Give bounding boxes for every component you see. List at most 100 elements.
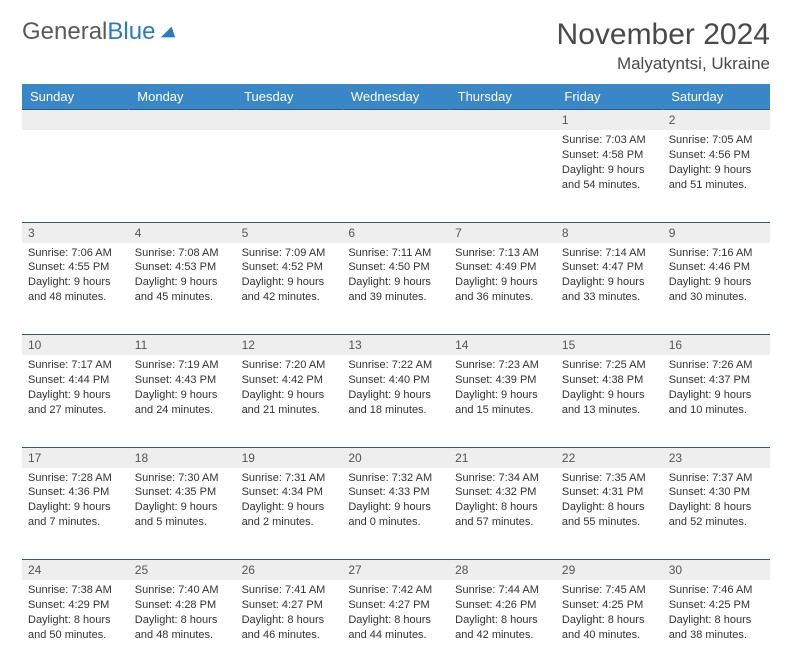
day-info-cell: Sunrise: 7:30 AMSunset: 4:35 PMDaylight:…	[129, 468, 236, 560]
info-row: Sunrise: 7:03 AMSunset: 4:58 PMDaylight:…	[22, 130, 770, 222]
day-d1: Daylight: 9 hours	[348, 388, 443, 403]
day-d2: and 54 minutes.	[562, 178, 657, 193]
day-info-cell	[22, 130, 129, 222]
day-sr: Sunrise: 7:22 AM	[348, 358, 443, 373]
weekday-header: Wednesday	[342, 84, 449, 110]
day-d1: Daylight: 9 hours	[455, 275, 550, 290]
day-number-cell: 1	[556, 110, 663, 131]
day-ss: Sunset: 4:50 PM	[348, 260, 443, 275]
day-ss: Sunset: 4:47 PM	[562, 260, 657, 275]
day-number-cell: 29	[556, 560, 663, 581]
day-d1: Daylight: 9 hours	[669, 388, 764, 403]
day-sr: Sunrise: 7:26 AM	[669, 358, 764, 373]
day-sr: Sunrise: 7:19 AM	[135, 358, 230, 373]
day-d2: and 36 minutes.	[455, 290, 550, 305]
day-info-cell: Sunrise: 7:19 AMSunset: 4:43 PMDaylight:…	[129, 355, 236, 447]
day-d2: and 13 minutes.	[562, 403, 657, 418]
day-info-cell	[129, 130, 236, 222]
day-info-cell: Sunrise: 7:08 AMSunset: 4:53 PMDaylight:…	[129, 243, 236, 335]
day-number-cell: 21	[449, 447, 556, 468]
day-number-cell: 13	[342, 335, 449, 356]
day-ss: Sunset: 4:35 PM	[135, 485, 230, 500]
day-number-cell: 8	[556, 222, 663, 243]
day-info-cell: Sunrise: 7:14 AMSunset: 4:47 PMDaylight:…	[556, 243, 663, 335]
day-sr: Sunrise: 7:25 AM	[562, 358, 657, 373]
day-d1: Daylight: 9 hours	[242, 275, 337, 290]
day-d2: and 0 minutes.	[348, 515, 443, 530]
day-info-cell	[342, 130, 449, 222]
day-d1: Daylight: 9 hours	[242, 500, 337, 515]
day-ss: Sunset: 4:25 PM	[562, 598, 657, 613]
day-d1: Daylight: 9 hours	[28, 500, 123, 515]
day-info-cell: Sunrise: 7:26 AMSunset: 4:37 PMDaylight:…	[663, 355, 770, 447]
day-d2: and 50 minutes.	[28, 628, 123, 643]
day-d1: Daylight: 9 hours	[348, 500, 443, 515]
day-d2: and 44 minutes.	[348, 628, 443, 643]
day-ss: Sunset: 4:46 PM	[669, 260, 764, 275]
day-d2: and 55 minutes.	[562, 515, 657, 530]
day-d1: Daylight: 8 hours	[562, 500, 657, 515]
day-number-cell: 16	[663, 335, 770, 356]
day-info-cell: Sunrise: 7:37 AMSunset: 4:30 PMDaylight:…	[663, 468, 770, 560]
day-number-cell: 12	[236, 335, 343, 356]
day-d2: and 10 minutes.	[669, 403, 764, 418]
day-number-cell: 18	[129, 447, 236, 468]
day-sr: Sunrise: 7:38 AM	[28, 583, 123, 598]
info-row: Sunrise: 7:38 AMSunset: 4:29 PMDaylight:…	[22, 580, 770, 672]
day-sr: Sunrise: 7:44 AM	[455, 583, 550, 598]
day-ss: Sunset: 4:26 PM	[455, 598, 550, 613]
day-d1: Daylight: 9 hours	[669, 275, 764, 290]
day-d1: Daylight: 9 hours	[562, 275, 657, 290]
day-number-cell	[129, 110, 236, 131]
day-info-cell: Sunrise: 7:45 AMSunset: 4:25 PMDaylight:…	[556, 580, 663, 672]
day-d2: and 5 minutes.	[135, 515, 230, 530]
weekday-header: Sunday	[22, 84, 129, 110]
day-number-cell: 7	[449, 222, 556, 243]
daynum-row: 3456789	[22, 222, 770, 243]
day-info-cell: Sunrise: 7:46 AMSunset: 4:25 PMDaylight:…	[663, 580, 770, 672]
logo-text-blue: Blue	[107, 18, 155, 45]
day-info-cell: Sunrise: 7:16 AMSunset: 4:46 PMDaylight:…	[663, 243, 770, 335]
day-sr: Sunrise: 7:16 AM	[669, 246, 764, 261]
day-sr: Sunrise: 7:32 AM	[348, 471, 443, 486]
day-number-cell: 4	[129, 222, 236, 243]
day-info-cell: Sunrise: 7:28 AMSunset: 4:36 PMDaylight:…	[22, 468, 129, 560]
day-d1: Daylight: 9 hours	[135, 500, 230, 515]
day-number-cell	[22, 110, 129, 131]
day-ss: Sunset: 4:29 PM	[28, 598, 123, 613]
day-ss: Sunset: 4:56 PM	[669, 148, 764, 163]
triangle-icon	[159, 23, 177, 41]
day-d2: and 27 minutes.	[28, 403, 123, 418]
day-d1: Daylight: 8 hours	[242, 613, 337, 628]
day-info-cell: Sunrise: 7:06 AMSunset: 4:55 PMDaylight:…	[22, 243, 129, 335]
day-ss: Sunset: 4:44 PM	[28, 373, 123, 388]
info-row: Sunrise: 7:06 AMSunset: 4:55 PMDaylight:…	[22, 243, 770, 335]
day-d1: Daylight: 9 hours	[348, 275, 443, 290]
day-sr: Sunrise: 7:34 AM	[455, 471, 550, 486]
day-d1: Daylight: 8 hours	[135, 613, 230, 628]
day-d2: and 7 minutes.	[28, 515, 123, 530]
day-ss: Sunset: 4:55 PM	[28, 260, 123, 275]
day-d2: and 57 minutes.	[455, 515, 550, 530]
day-info-cell: Sunrise: 7:35 AMSunset: 4:31 PMDaylight:…	[556, 468, 663, 560]
day-info-cell: Sunrise: 7:22 AMSunset: 4:40 PMDaylight:…	[342, 355, 449, 447]
day-sr: Sunrise: 7:03 AM	[562, 133, 657, 148]
day-d1: Daylight: 9 hours	[669, 163, 764, 178]
day-number-cell	[449, 110, 556, 131]
header-bar: GeneralBlue November 2024 Malyatyntsi, U…	[22, 18, 770, 74]
day-d2: and 46 minutes.	[242, 628, 337, 643]
day-info-cell: Sunrise: 7:09 AMSunset: 4:52 PMDaylight:…	[236, 243, 343, 335]
day-d2: and 42 minutes.	[242, 290, 337, 305]
day-d1: Daylight: 8 hours	[562, 613, 657, 628]
day-info-cell: Sunrise: 7:13 AMSunset: 4:49 PMDaylight:…	[449, 243, 556, 335]
day-sr: Sunrise: 7:20 AM	[242, 358, 337, 373]
day-info-cell: Sunrise: 7:17 AMSunset: 4:44 PMDaylight:…	[22, 355, 129, 447]
day-d2: and 2 minutes.	[242, 515, 337, 530]
day-sr: Sunrise: 7:40 AM	[135, 583, 230, 598]
daynum-row: 17181920212223	[22, 447, 770, 468]
day-info-cell: Sunrise: 7:05 AMSunset: 4:56 PMDaylight:…	[663, 130, 770, 222]
day-sr: Sunrise: 7:09 AM	[242, 246, 337, 261]
day-d1: Daylight: 8 hours	[28, 613, 123, 628]
day-info-cell: Sunrise: 7:40 AMSunset: 4:28 PMDaylight:…	[129, 580, 236, 672]
day-ss: Sunset: 4:34 PM	[242, 485, 337, 500]
